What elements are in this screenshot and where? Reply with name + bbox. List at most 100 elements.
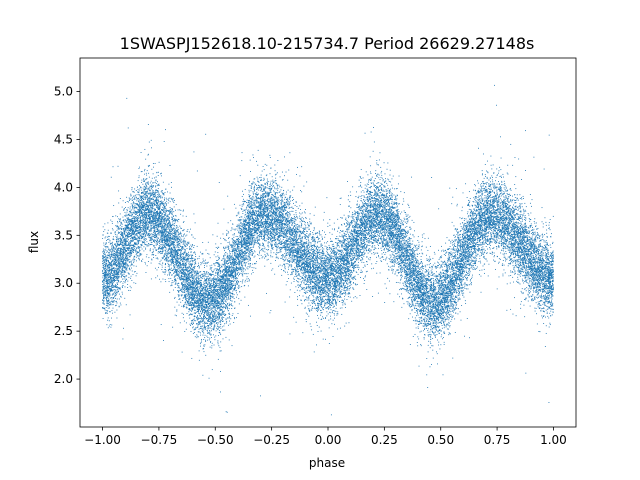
data-point <box>443 309 445 311</box>
data-point <box>269 173 271 175</box>
data-point <box>266 237 268 239</box>
data-point <box>340 278 342 280</box>
data-point <box>486 252 488 254</box>
data-point <box>528 274 530 275</box>
data-point <box>393 262 395 264</box>
data-point <box>525 236 527 238</box>
data-point <box>293 254 295 256</box>
data-point <box>134 249 136 251</box>
data-point <box>386 168 388 170</box>
data-point <box>214 308 216 310</box>
data-point <box>399 228 401 229</box>
data-point <box>426 303 428 304</box>
data-point <box>440 312 442 314</box>
data-point <box>241 196 243 197</box>
data-point <box>109 281 111 283</box>
data-point <box>144 180 145 182</box>
data-point <box>450 300 452 302</box>
data-point <box>229 291 231 293</box>
data-point <box>508 217 510 218</box>
data-point <box>380 238 382 240</box>
data-point <box>190 293 191 295</box>
data-point <box>198 323 200 325</box>
data-point <box>393 204 395 205</box>
data-point <box>534 282 536 284</box>
data-point <box>317 289 319 291</box>
data-point <box>266 252 268 254</box>
data-point <box>123 262 125 264</box>
data-point <box>498 241 500 243</box>
data-point <box>358 248 360 250</box>
data-point <box>344 290 346 292</box>
data-point <box>153 245 155 247</box>
data-point <box>110 176 112 178</box>
data-point <box>335 252 337 254</box>
data-point <box>137 224 139 226</box>
data-point <box>223 248 225 250</box>
data-point <box>290 240 292 242</box>
data-point <box>288 230 290 232</box>
data-point <box>457 257 458 259</box>
data-point <box>206 313 208 315</box>
data-point <box>205 293 207 295</box>
data-point <box>260 208 262 210</box>
data-point <box>116 265 118 267</box>
data-point <box>471 241 473 243</box>
data-point <box>442 320 444 322</box>
data-point <box>301 231 303 233</box>
data-point <box>190 260 192 262</box>
data-point <box>366 205 368 207</box>
data-point <box>539 289 541 290</box>
data-point <box>365 171 367 173</box>
data-point <box>433 333 435 335</box>
data-point <box>289 197 291 199</box>
data-point <box>166 259 168 261</box>
data-point <box>375 198 377 200</box>
data-point <box>323 295 324 297</box>
data-point <box>158 192 160 194</box>
data-point <box>429 324 431 326</box>
data-point <box>506 199 508 201</box>
data-point <box>411 255 413 257</box>
data-point <box>294 216 295 217</box>
data-point <box>244 239 246 241</box>
data-point <box>343 287 345 289</box>
data-point <box>195 283 197 285</box>
data-point <box>507 206 509 208</box>
data-point <box>171 231 173 233</box>
data-point <box>383 259 385 260</box>
data-point <box>373 200 375 202</box>
data-point <box>300 209 301 210</box>
data-point <box>318 258 320 260</box>
data-point <box>475 244 477 245</box>
data-point <box>358 179 360 181</box>
data-point <box>299 221 301 223</box>
data-point <box>162 237 164 239</box>
data-point <box>499 224 501 226</box>
data-point <box>251 211 252 213</box>
data-point <box>530 277 532 279</box>
data-point <box>260 174 262 176</box>
data-point <box>275 242 276 244</box>
data-point <box>174 314 176 316</box>
data-point <box>363 191 365 193</box>
data-point <box>366 224 367 226</box>
data-point <box>510 219 512 221</box>
data-point <box>527 270 529 272</box>
data-point <box>528 266 529 268</box>
data-point <box>486 188 488 190</box>
data-point <box>238 252 240 254</box>
data-point <box>370 199 372 201</box>
data-point <box>216 270 218 272</box>
data-point <box>231 275 233 277</box>
data-point <box>166 248 168 250</box>
data-point <box>358 269 359 271</box>
data-point <box>194 270 195 272</box>
data-point <box>364 279 366 281</box>
data-point <box>155 179 157 181</box>
data-point <box>474 230 476 232</box>
data-point <box>493 204 495 206</box>
data-point <box>481 199 483 200</box>
data-point <box>153 257 155 259</box>
data-point <box>223 238 225 239</box>
